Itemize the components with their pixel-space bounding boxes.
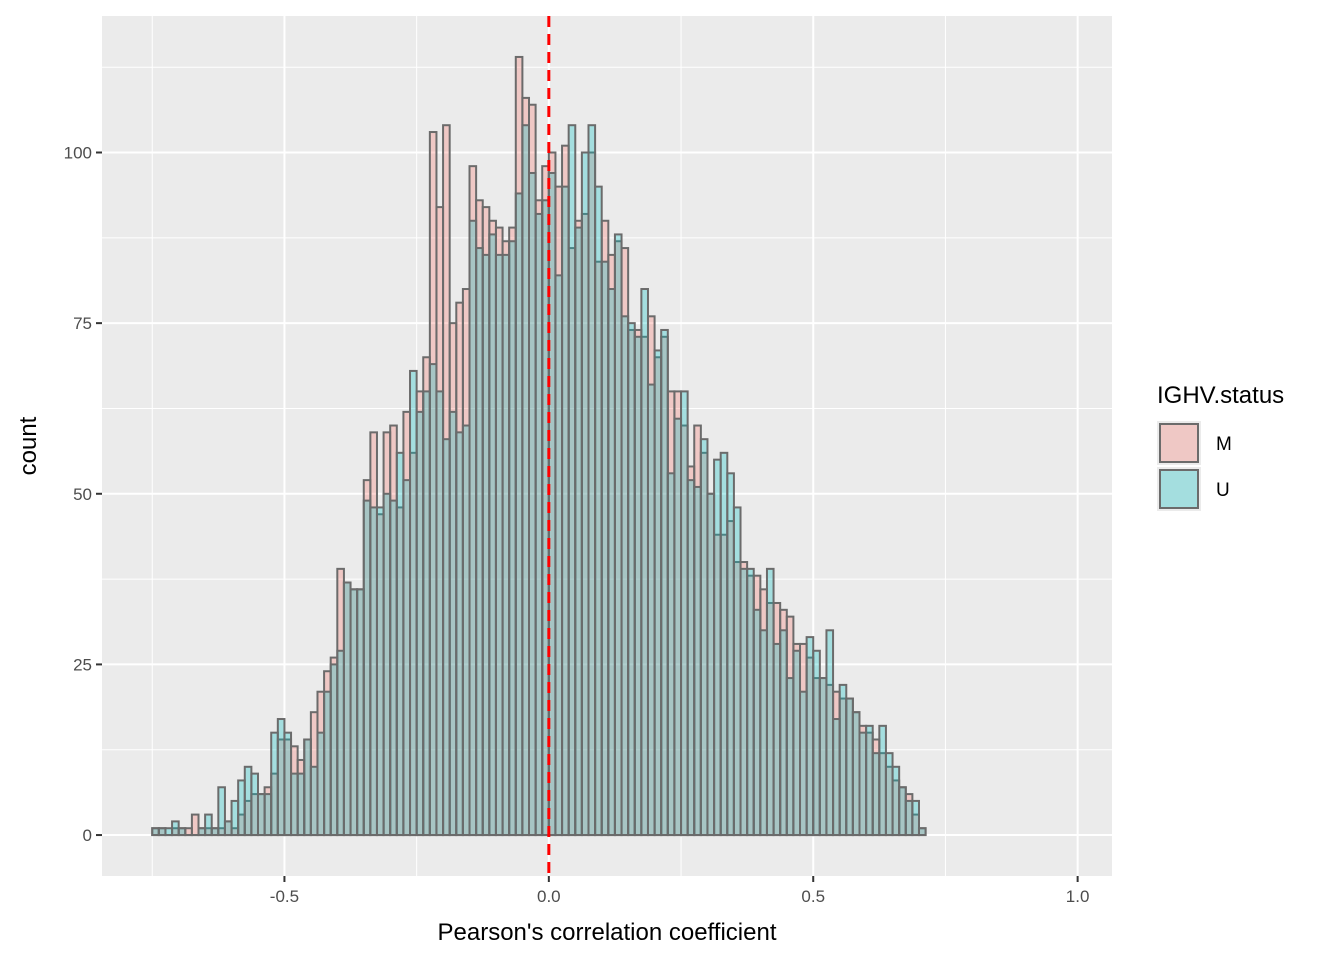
legend-keys: MU (1157, 421, 1232, 511)
y-tick-label: 75 (73, 314, 92, 333)
bar-u (204, 813, 213, 837)
series-u-bars (151, 124, 927, 837)
legend-title: IGHV.status (1157, 382, 1284, 409)
bar-u (917, 827, 927, 837)
bar-u (217, 786, 226, 837)
legend-key-background (1157, 421, 1201, 465)
y-tick-label: 25 (73, 655, 92, 674)
y-axis-title: count (15, 416, 42, 475)
legend-swatch-m (1159, 423, 1199, 463)
y-tick-label: 0 (83, 826, 92, 845)
y-tick-label: 50 (73, 485, 92, 504)
x-axis-title: Pearson's correlation coefficient (438, 919, 777, 946)
x-tick-label: -0.5 (270, 887, 299, 906)
x-tick-label: 0.5 (801, 887, 825, 906)
y-axis: 0 25 50 75 100 (64, 144, 102, 845)
bar-u (177, 827, 187, 837)
legend-key-background (1157, 467, 1201, 511)
y-tick-label: 100 (64, 144, 92, 163)
x-tick-label: 1.0 (1066, 887, 1090, 906)
bar-u (911, 799, 920, 837)
legend: IGHV.status MU (1157, 382, 1284, 511)
x-axis: -0.5 0.0 0.5 1.0 (270, 876, 1090, 906)
legend-label-m: M (1216, 434, 1232, 455)
legend-swatch-u (1159, 469, 1199, 509)
x-tick-label: 0.0 (537, 887, 561, 906)
legend-label-u: U (1216, 480, 1230, 501)
